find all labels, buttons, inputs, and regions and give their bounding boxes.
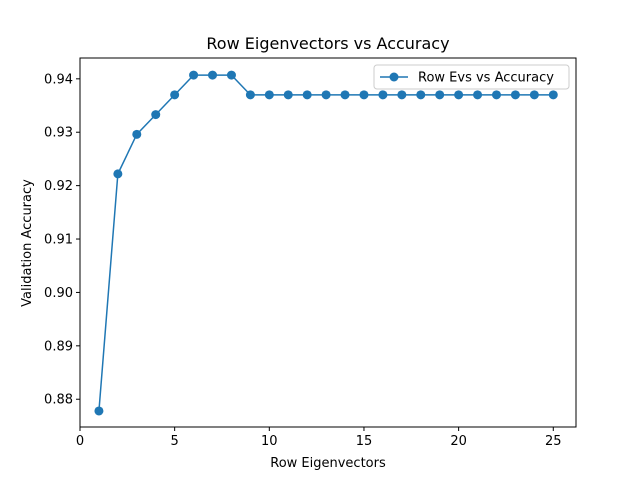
y-axis-label: Validation Accuracy <box>20 179 35 307</box>
y-tick-label: 0.90 <box>44 286 73 301</box>
y-tick-label: 0.94 <box>44 72 73 87</box>
legend-box <box>373 64 570 90</box>
data-point <box>283 90 293 100</box>
x-axis-ticks: 0 5 10 15 20 25 <box>76 427 562 449</box>
data-point <box>378 90 388 100</box>
y-tick-label: 0.93 <box>44 126 73 141</box>
x-tick-label: 15 <box>356 434 373 449</box>
legend-marker-swatch <box>389 72 399 82</box>
y-axis-ticks: 0.88 0.89 0.90 0.91 0.92 0.93 0.94 <box>44 72 80 408</box>
data-point <box>151 110 161 120</box>
data-point <box>473 90 483 100</box>
data-point <box>264 90 274 100</box>
data-point <box>189 70 199 80</box>
legend: Row Evs vs Accuracy <box>373 64 570 90</box>
y-tick-label: 0.91 <box>44 233 73 248</box>
data-point <box>132 129 142 139</box>
data-point <box>397 90 407 100</box>
chart-title: Row Eigenvectors vs Accuracy <box>206 34 449 53</box>
plot-area: 0 5 10 15 20 25 0.88 0.89 0.90 0.91 0.92 0.93 0.94 <box>44 57 577 449</box>
data-point <box>321 90 331 100</box>
x-tick-label: 5 <box>171 434 179 449</box>
data-point <box>454 90 464 100</box>
data-point <box>113 169 123 179</box>
data-point <box>226 70 236 80</box>
data-point <box>94 406 104 416</box>
data-point <box>529 90 539 100</box>
data-point <box>208 70 218 80</box>
data-point <box>340 90 350 100</box>
data-point <box>245 90 255 100</box>
data-point <box>510 90 520 100</box>
series-layer <box>94 70 558 416</box>
x-axis-label: Row Eigenvectors <box>270 456 386 471</box>
data-point <box>359 90 369 100</box>
plot-frame <box>79 57 577 428</box>
y-tick-label: 0.89 <box>44 339 73 354</box>
data-point <box>491 90 501 100</box>
data-point <box>435 90 445 100</box>
legend-label: Row Evs vs Accuracy <box>418 71 554 86</box>
data-point <box>416 90 426 100</box>
x-tick-label: 25 <box>545 434 562 449</box>
x-tick-label: 10 <box>261 434 278 449</box>
x-tick-label: 20 <box>450 434 467 449</box>
data-point <box>548 90 558 100</box>
data-point <box>302 90 312 100</box>
y-tick-label: 0.92 <box>44 179 73 194</box>
y-tick-label: 0.88 <box>44 393 73 408</box>
data-point <box>170 90 180 100</box>
x-tick-label: 0 <box>76 434 84 449</box>
